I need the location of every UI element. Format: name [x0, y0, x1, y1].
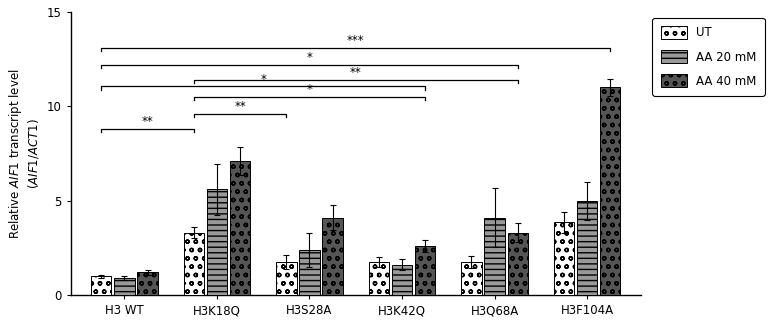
Text: *: *	[306, 83, 313, 96]
Bar	[507, 233, 528, 295]
Y-axis label: Relative $\it{AIF1}$ transcript level
($\it{AIF1}$/$\it{ACT1}$): Relative $\it{AIF1}$ transcript level ($…	[7, 68, 41, 239]
Legend: UT, AA 20 mM, AA 40 mM: UT, AA 20 mM, AA 40 mM	[652, 18, 765, 96]
Bar	[276, 262, 296, 295]
Text: **: **	[350, 66, 361, 79]
Bar	[600, 87, 621, 295]
Bar	[300, 250, 320, 295]
Bar	[415, 246, 435, 295]
Text: **: **	[141, 115, 154, 128]
Bar	[230, 161, 250, 295]
Bar	[184, 233, 204, 295]
Bar	[462, 262, 482, 295]
Bar	[484, 218, 505, 295]
Bar	[114, 278, 134, 295]
Bar	[392, 265, 412, 295]
Bar	[369, 262, 389, 295]
Text: *: *	[260, 73, 266, 86]
Text: **: **	[234, 100, 246, 113]
Bar	[207, 189, 227, 295]
Bar	[577, 201, 598, 295]
Bar	[91, 276, 111, 295]
Bar	[137, 272, 157, 295]
Text: *: *	[306, 51, 313, 64]
Bar	[323, 218, 343, 295]
Bar	[554, 222, 574, 295]
Text: ***: ***	[347, 34, 364, 47]
